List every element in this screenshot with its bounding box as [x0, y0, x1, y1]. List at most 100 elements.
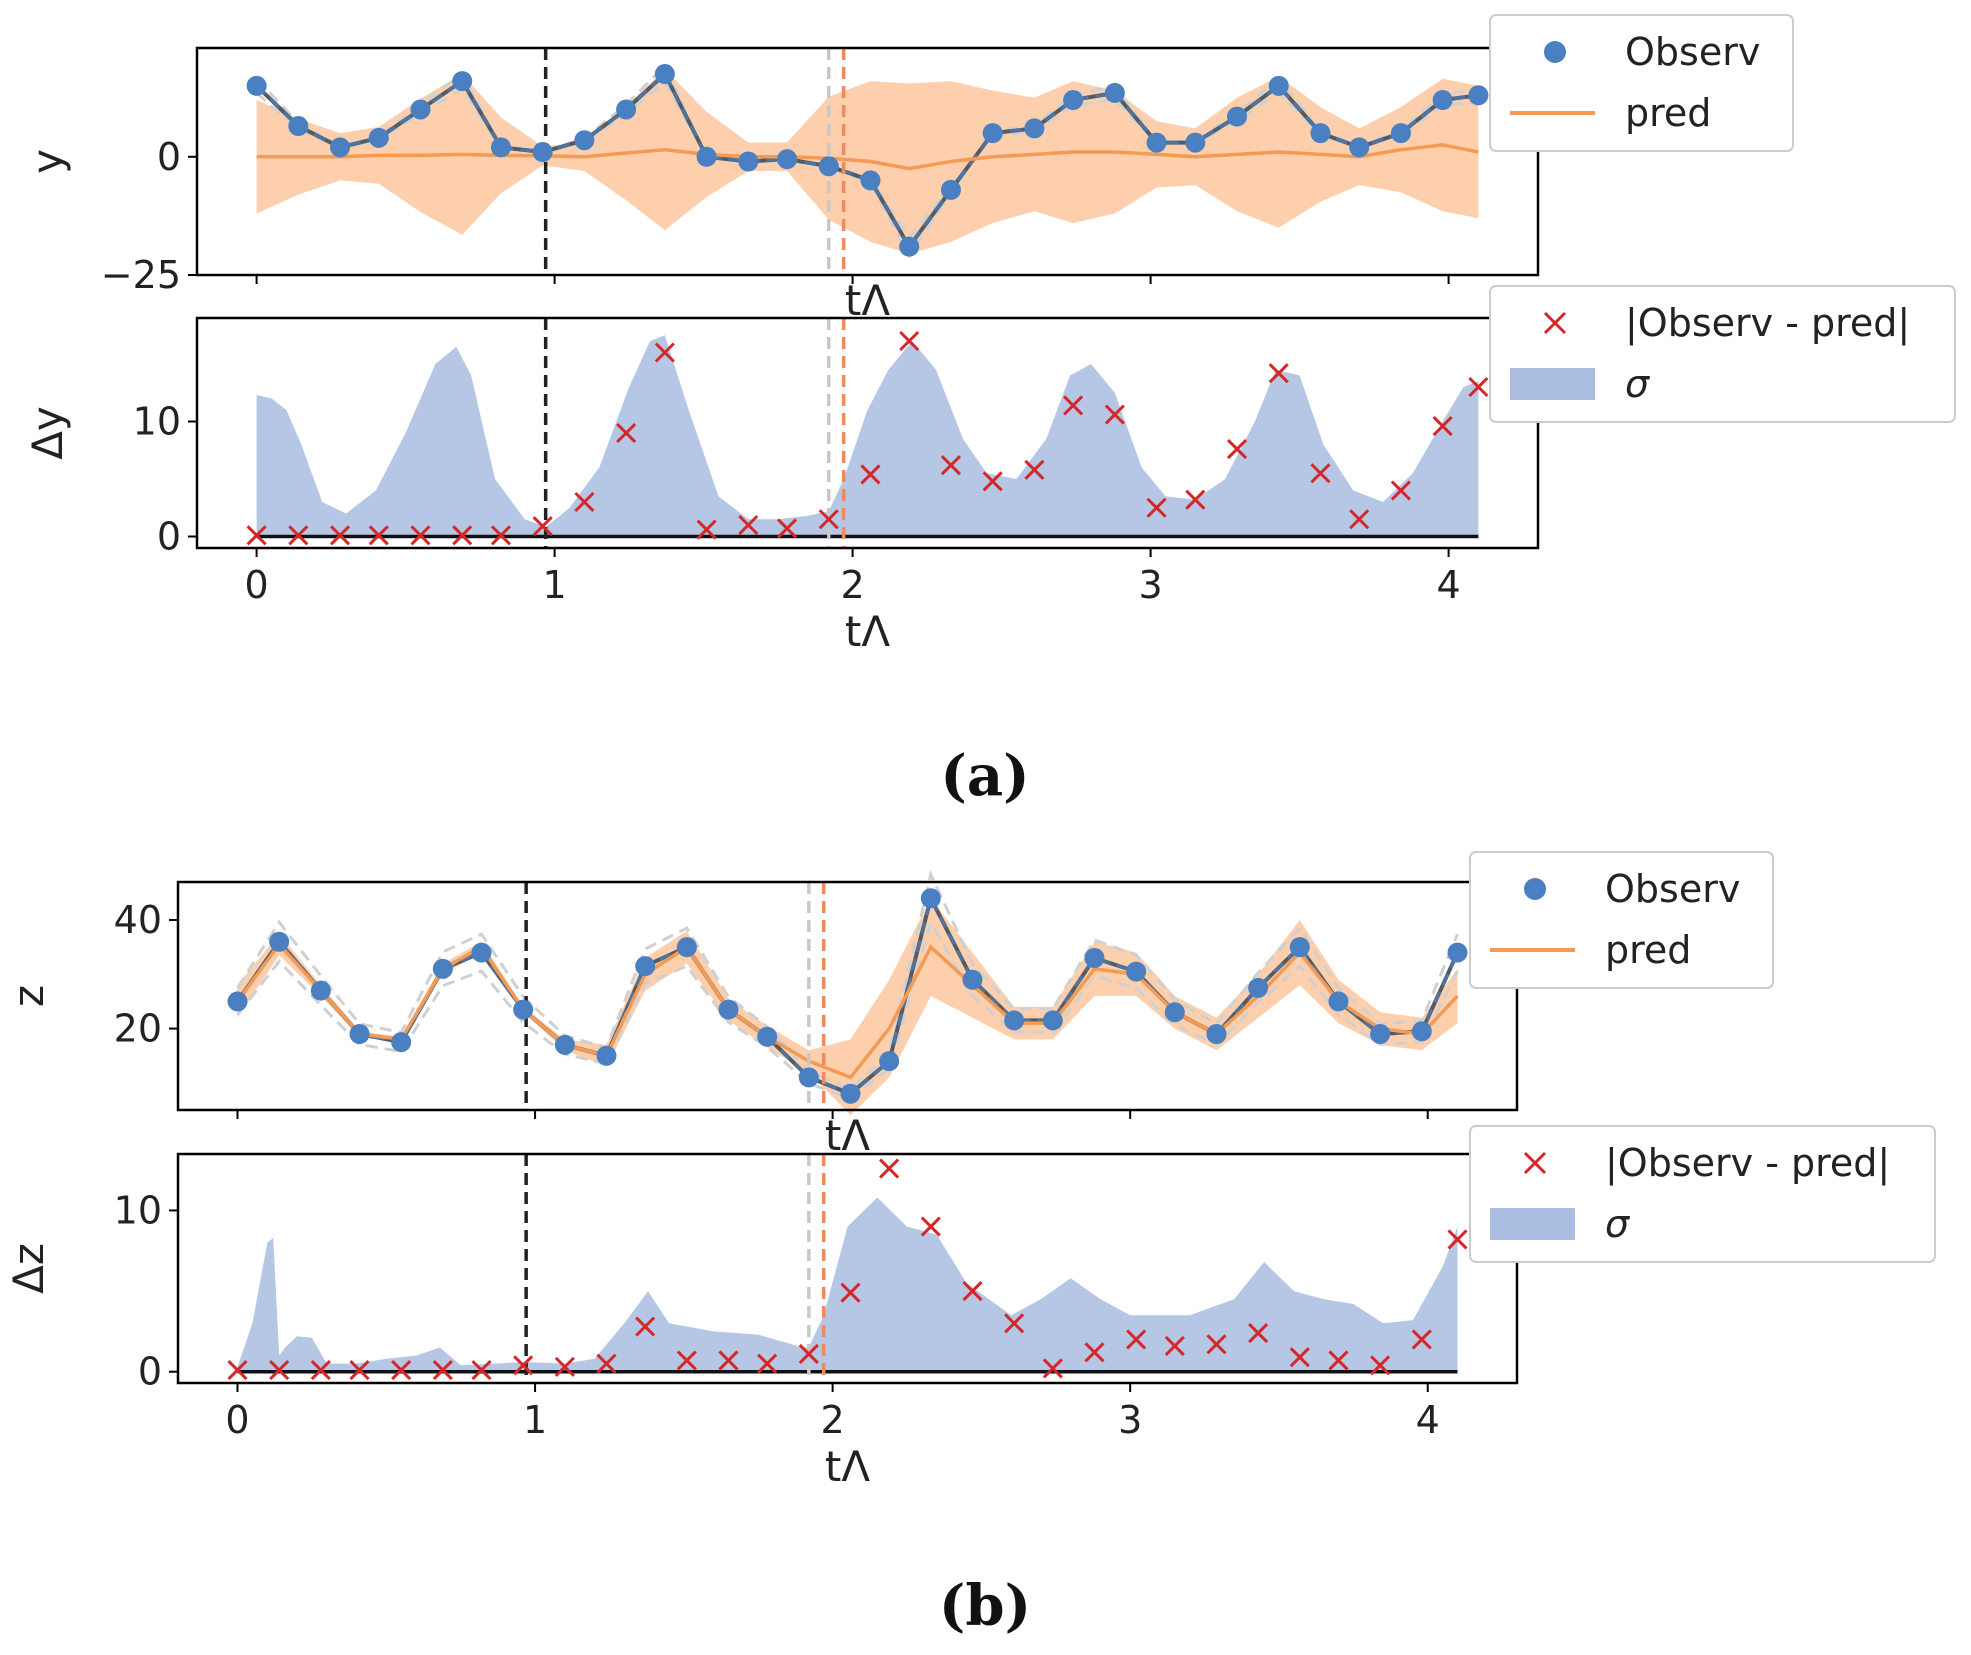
y-tick-label: 40	[114, 898, 162, 942]
residual-marker	[1063, 395, 1084, 416]
y-tick-label: 10	[114, 1188, 162, 1232]
x-tick-label: 3	[1139, 563, 1163, 607]
residual-marker	[676, 1350, 697, 1371]
residual-marker	[738, 514, 759, 536]
observ-point	[1042, 1010, 1063, 1031]
x-tick-label: 1	[523, 1398, 547, 1442]
residual-marker	[1248, 1322, 1269, 1344]
residual-marker	[1268, 363, 1289, 384]
observ-point	[718, 999, 739, 1020]
legend-sigma-marker	[1510, 368, 1595, 400]
residual-marker	[269, 1360, 290, 1381]
residual-marker	[1328, 1350, 1349, 1371]
observ-point	[879, 1051, 900, 1072]
residual-marker	[1390, 480, 1411, 501]
sigma-area	[237, 1197, 1458, 1372]
residual-marker	[1411, 1329, 1432, 1350]
residual-marker	[513, 1355, 534, 1376]
observ-point	[654, 64, 675, 85]
residual-marker	[471, 1360, 492, 1381]
y-axis-label: y	[23, 149, 72, 174]
observ-point	[1268, 75, 1289, 96]
legend	[1489, 14, 1794, 152]
observ-point	[616, 99, 637, 120]
legend	[1489, 285, 1956, 423]
x-tick-label: 4	[1437, 563, 1461, 607]
residual-marker	[696, 519, 717, 540]
observ-point	[349, 1024, 370, 1044]
residual-marker	[368, 525, 389, 546]
legend-pred-label: pred	[1625, 91, 1711, 135]
residual-marker	[776, 518, 798, 539]
observ-point	[310, 980, 331, 1001]
ensemble-dashed-line	[236, 869, 1459, 1092]
observ-point	[840, 1083, 861, 1104]
observ-point	[368, 127, 389, 148]
observ-point	[1289, 937, 1310, 958]
pred-line	[256, 143, 1479, 171]
x-tick-label: 1	[543, 563, 567, 607]
observ-point	[1370, 1024, 1391, 1044]
residual-marker	[349, 1360, 370, 1381]
observ-point	[391, 1032, 412, 1053]
residual-marker	[554, 1356, 575, 1377]
observ-point	[532, 142, 553, 163]
panel-a-bottom: 0 1 2 3 4 0 10 Δy tΛ |Observ - pred| σ	[23, 285, 1956, 656]
observ-point	[899, 236, 920, 257]
residual-marker	[391, 1360, 412, 1381]
observ-point	[471, 942, 492, 963]
observ-point	[246, 75, 267, 96]
observ-point	[554, 1034, 575, 1055]
y-tick-label: 0	[157, 515, 181, 559]
residual-marker	[410, 525, 431, 546]
x-tick-label: 0	[245, 563, 269, 607]
observ-point	[1126, 961, 1147, 982]
legend-pred-label: pred	[1605, 928, 1691, 972]
y-tick-label: 0	[157, 135, 181, 179]
residual-marker	[962, 1281, 983, 1302]
residual-marker	[490, 525, 512, 546]
residual-marker	[818, 509, 839, 530]
observ-point	[696, 146, 717, 167]
observ-point	[288, 116, 309, 137]
observ-point	[940, 179, 961, 200]
x-tick-label: 2	[821, 1398, 845, 1442]
residual-marker	[596, 1353, 617, 1374]
residual-marker	[1310, 463, 1331, 484]
legend-observ-label: Observ	[1605, 867, 1740, 911]
observ-point	[269, 931, 290, 952]
observ-point	[777, 149, 798, 170]
observ-point	[1432, 90, 1453, 111]
residual-marker	[574, 491, 595, 513]
legend-sigma-label: σ	[1625, 362, 1651, 406]
observ-point	[1104, 82, 1125, 103]
observ-point	[798, 1067, 819, 1088]
observ-point	[490, 137, 511, 158]
residual-marker	[1084, 1342, 1105, 1363]
residual-marker	[329, 525, 351, 546]
y-tick-label: −25	[101, 253, 181, 297]
x-tick-label: 0	[225, 1398, 249, 1442]
observ-point	[1310, 123, 1331, 144]
legend-sigma-marker	[1490, 1208, 1575, 1240]
observ-point	[635, 956, 656, 977]
sigma-area	[256, 335, 1479, 537]
y-axis-label: Δy	[23, 406, 72, 460]
residual-marker	[940, 455, 962, 476]
residual-marker	[310, 1360, 331, 1381]
observ-point	[1164, 1002, 1185, 1023]
plot-frame	[195, 46, 1540, 277]
residual-marker	[1289, 1347, 1310, 1368]
residual-marker	[1206, 1334, 1227, 1355]
observ-point	[920, 888, 941, 909]
observ-point	[1328, 991, 1349, 1012]
observ-point	[860, 170, 881, 191]
observ-point	[596, 1045, 617, 1066]
x-tick-label: 3	[1118, 1398, 1142, 1442]
observ-point	[1206, 1024, 1227, 1044]
observ-point	[410, 99, 431, 120]
observ-point	[962, 969, 983, 990]
observ-point	[452, 71, 473, 92]
plot-frame	[195, 316, 1540, 550]
